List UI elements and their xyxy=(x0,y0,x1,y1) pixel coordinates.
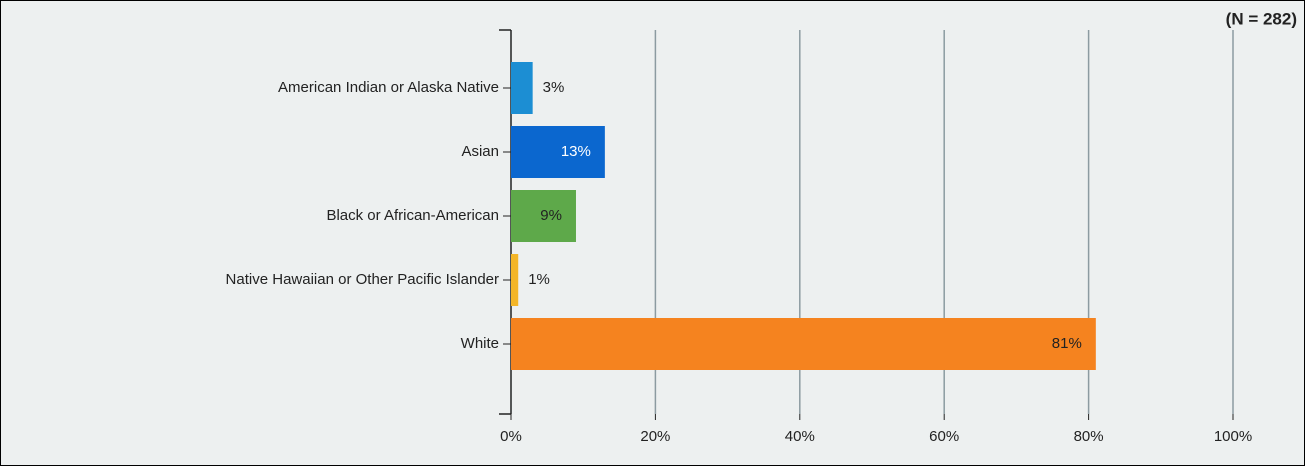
bar xyxy=(511,254,519,306)
bar xyxy=(511,62,533,114)
x-tick-label: 20% xyxy=(640,428,670,445)
x-tick-label: 0% xyxy=(500,428,522,445)
bar xyxy=(511,190,576,242)
x-tick-label: 100% xyxy=(1214,428,1252,445)
data-label: 81% xyxy=(1052,335,1082,352)
x-tick-label: 40% xyxy=(785,428,815,445)
y-tick-label: White xyxy=(461,335,499,352)
data-label: 1% xyxy=(528,271,550,288)
data-label: 3% xyxy=(543,79,565,96)
bar xyxy=(511,318,1096,370)
y-tick-label: American Indian or Alaska Native xyxy=(278,79,499,96)
bar xyxy=(511,126,605,178)
data-label: 9% xyxy=(540,207,562,224)
x-tick-label: 60% xyxy=(929,428,959,445)
data-label: 13% xyxy=(561,143,591,160)
annotation: (N = 282) xyxy=(1226,9,1297,28)
y-tick-label: Native Hawaiian or Other Pacific Islande… xyxy=(226,271,499,288)
y-tick-label: Black or African-American xyxy=(326,207,499,224)
x-tick-label: 80% xyxy=(1074,428,1104,445)
y-tick-label: Asian xyxy=(461,143,499,160)
